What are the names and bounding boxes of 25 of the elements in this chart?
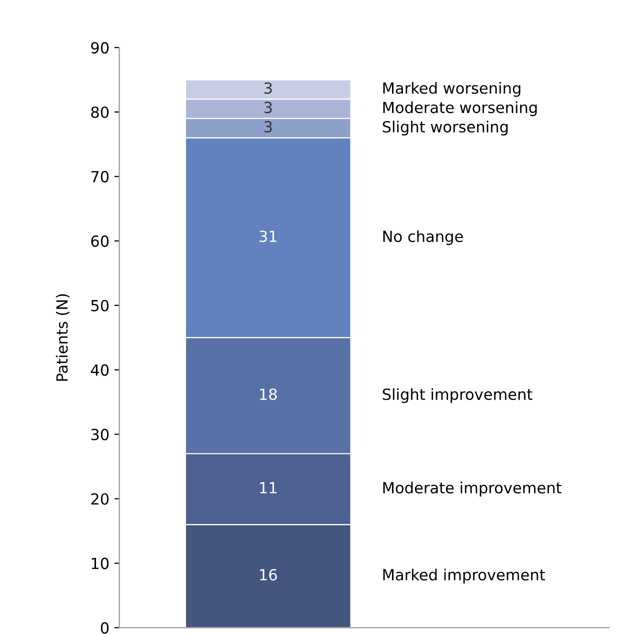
data-label: 3 (264, 121, 272, 133)
y-tick-label: 50 (91, 300, 109, 312)
text: Slight improvement (382, 388, 532, 404)
y-tick-label: 40 (90, 364, 109, 376)
data-label: 31 (260, 230, 276, 242)
data-label: 3 (264, 82, 272, 94)
y-tick-label: 20 (91, 493, 109, 505)
y-tick-label: 0 (100, 622, 109, 634)
text: No change (383, 230, 463, 246)
y-axis-title: Patients (N) (56, 294, 70, 381)
y-tick-label: 70 (91, 170, 109, 182)
y-tick-label: 30 (91, 428, 109, 440)
text: Marked worsening (383, 82, 520, 97)
data-label: 11 (260, 482, 276, 494)
data-label: 3 (264, 102, 272, 114)
y-tick-label: 60 (91, 235, 109, 247)
y-tick-label: 90 (91, 42, 109, 54)
data-label: 16 (260, 568, 277, 581)
text: Slight worsening (382, 120, 508, 136)
text: Moderate improvement (383, 482, 562, 496)
data-label: 18 (260, 388, 277, 400)
text: Marked improvement (383, 568, 546, 584)
y-tick-label: 80 (91, 106, 109, 118)
text: Moderate worsening (383, 101, 537, 116)
y-tick-label: 10 (92, 558, 109, 570)
